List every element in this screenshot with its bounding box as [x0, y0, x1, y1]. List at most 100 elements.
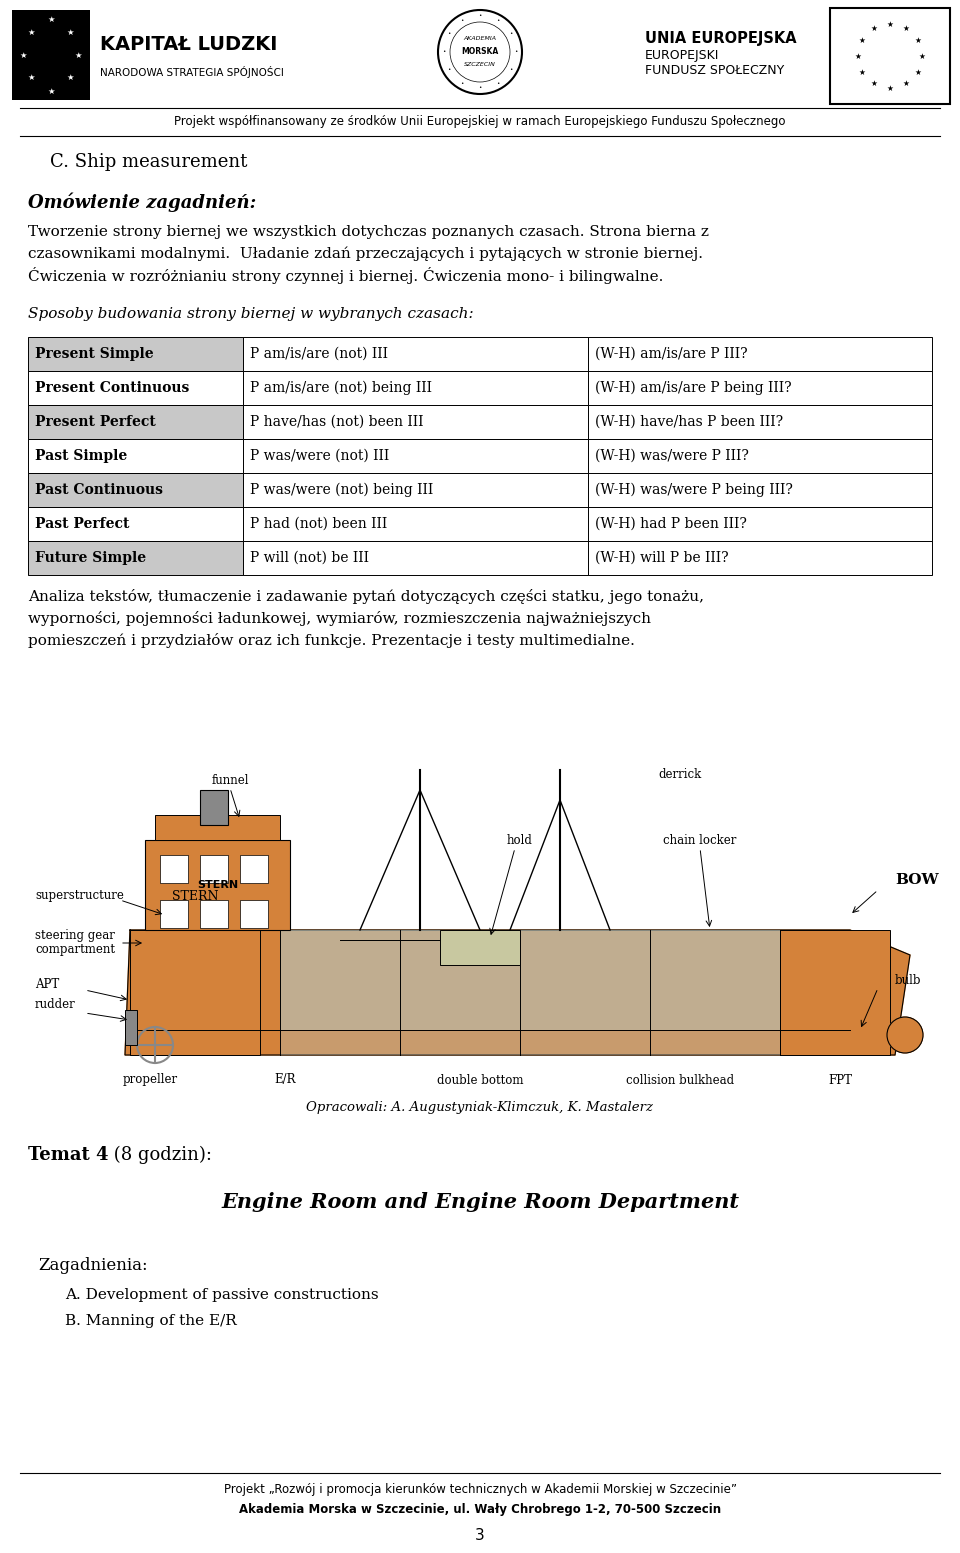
Bar — [588, 439, 932, 474]
Text: Future Simple: Future Simple — [35, 551, 146, 565]
Circle shape — [887, 1017, 923, 1053]
Bar — [243, 337, 588, 371]
Text: Ćwiczenia w rozróżnianiu strony czynnej i biernej. Ćwiczenia mono- i bilingwalne: Ćwiczenia w rozróżnianiu strony czynnej … — [28, 267, 663, 284]
Text: P am/is/are (not) being III: P am/is/are (not) being III — [250, 380, 432, 394]
Text: •: • — [510, 31, 513, 37]
Text: chain locker: chain locker — [663, 834, 736, 846]
Text: steering gear: steering gear — [35, 929, 115, 941]
Bar — [280, 1030, 400, 1054]
Text: KAPITAŁ LUDZKI: KAPITAŁ LUDZKI — [100, 36, 277, 54]
Text: collision bulkhead: collision bulkhead — [626, 1073, 734, 1087]
Text: ★: ★ — [28, 73, 36, 82]
Text: P was/were (not) III: P was/were (not) III — [250, 449, 389, 463]
Text: compartment: compartment — [35, 944, 115, 957]
Text: EUROPEJSKI: EUROPEJSKI — [645, 48, 719, 62]
Bar — [130, 930, 260, 1054]
Text: superstructure: superstructure — [35, 888, 124, 901]
Text: A. Development of passive constructions: A. Development of passive constructions — [65, 1287, 378, 1301]
Text: (W-H) will P be III?: (W-H) will P be III? — [595, 551, 729, 565]
Text: ★: ★ — [75, 51, 82, 59]
Text: funnel: funnel — [211, 773, 249, 786]
Text: •: • — [496, 81, 500, 85]
Text: •: • — [443, 50, 445, 54]
Text: Tworzenie strony biernej we wszystkich dotychczas poznanych czasach. Strona bier: Tworzenie strony biernej we wszystkich d… — [28, 225, 708, 239]
Bar — [160, 856, 188, 884]
Bar — [520, 1030, 650, 1054]
Text: SZCZECIN: SZCZECIN — [464, 62, 496, 67]
Text: BOW: BOW — [895, 873, 939, 887]
Text: ★: ★ — [914, 67, 922, 76]
Text: •: • — [478, 14, 482, 19]
Bar — [243, 506, 588, 540]
Text: Akademia Morska w Szczecinie, ul. Wały Chrobrego 1-2, 70-500 Szczecin: Akademia Morska w Szczecinie, ul. Wały C… — [239, 1503, 721, 1516]
Text: •: • — [447, 67, 450, 73]
Text: ★: ★ — [871, 79, 877, 89]
Bar — [243, 474, 588, 506]
Text: P have/has (not) been III: P have/has (not) been III — [250, 415, 423, 429]
Bar — [160, 901, 188, 929]
Bar — [28, 506, 243, 540]
Bar — [243, 439, 588, 474]
Text: Past Perfect: Past Perfect — [35, 517, 130, 531]
Bar — [520, 930, 650, 1030]
Text: ★: ★ — [859, 67, 866, 76]
Text: Past Continuous: Past Continuous — [35, 483, 163, 497]
Text: ★: ★ — [914, 36, 922, 45]
Bar — [200, 856, 228, 884]
Text: Engine Room and Engine Room Department: Engine Room and Engine Room Department — [221, 1193, 739, 1211]
Text: (8 godzin):: (8 godzin): — [108, 1146, 212, 1165]
Bar — [588, 474, 932, 506]
Bar — [588, 337, 932, 371]
Bar — [200, 790, 228, 825]
Bar — [243, 540, 588, 575]
Text: P was/were (not) being III: P was/were (not) being III — [250, 483, 433, 497]
Text: bulb: bulb — [895, 974, 922, 986]
Text: ★: ★ — [854, 51, 861, 61]
Bar — [155, 815, 280, 840]
Text: •: • — [515, 50, 517, 54]
Text: C. Ship measurement: C. Ship measurement — [50, 154, 248, 171]
Bar — [28, 405, 243, 439]
Bar — [588, 540, 932, 575]
Text: (W-H) am/is/are P III?: (W-H) am/is/are P III? — [595, 346, 748, 360]
Text: AKADEMIA: AKADEMIA — [464, 36, 496, 40]
Text: (W-H) have/has P been III?: (W-H) have/has P been III? — [595, 415, 783, 429]
Bar — [588, 506, 932, 540]
Text: (W-H) had P been III?: (W-H) had P been III? — [595, 517, 747, 531]
Bar — [240, 901, 268, 929]
Text: czasownikami modalnymi.  Uładanie zdań przeczających i pytających w stronie bier: czasownikami modalnymi. Uładanie zdań pr… — [28, 247, 703, 261]
Text: rudder: rudder — [35, 999, 76, 1011]
Text: Analiza tekstów, tłumaczenie i zadawanie pytań dotyczących części statku, jego t: Analiza tekstów, tłumaczenie i zadawanie… — [28, 590, 704, 604]
Text: UNIA EUROPEJSKA: UNIA EUROPEJSKA — [645, 31, 797, 45]
Text: APT: APT — [35, 978, 60, 991]
Bar — [28, 474, 243, 506]
Bar — [440, 930, 520, 964]
Text: ★: ★ — [887, 84, 894, 93]
Bar — [280, 930, 400, 1030]
Text: Present Perfect: Present Perfect — [35, 415, 156, 429]
Text: ★: ★ — [871, 23, 877, 33]
Bar — [28, 337, 243, 371]
Text: E/R: E/R — [275, 1073, 296, 1087]
Bar — [125, 1009, 137, 1045]
Text: ★: ★ — [859, 36, 866, 45]
Text: Projekt współfinansowany ze środków Unii Europejskiej w ramach Europejskiego Fun: Projekt współfinansowany ze środków Unii… — [175, 115, 785, 129]
Text: Sposoby budowania strony biernej w wybranych czasach:: Sposoby budowania strony biernej w wybra… — [28, 307, 473, 321]
Bar — [780, 930, 890, 1054]
Bar — [28, 371, 243, 405]
Text: ★: ★ — [887, 20, 894, 28]
Text: ★: ★ — [919, 51, 925, 61]
Text: derrick: derrick — [659, 769, 702, 781]
Text: ★: ★ — [902, 79, 909, 89]
Bar — [145, 840, 290, 930]
Text: •: • — [460, 81, 464, 85]
Text: Past Simple: Past Simple — [35, 449, 128, 463]
Text: •: • — [510, 67, 513, 73]
Text: Opracowali: A. Augustyniak-Klimczuk, K. Mastalerz: Opracowali: A. Augustyniak-Klimczuk, K. … — [306, 1101, 654, 1115]
Text: ★: ★ — [67, 73, 74, 82]
Text: (W-H) was/were P being III?: (W-H) was/were P being III? — [595, 483, 793, 497]
Text: B. Manning of the E/R: B. Manning of the E/R — [65, 1314, 237, 1328]
Text: Projekt „Rozwój i promocja kierunków technicznych w Akademii Morskiej w Szczecin: Projekt „Rozwój i promocja kierunków tec… — [224, 1483, 736, 1497]
Text: MORSKA: MORSKA — [462, 48, 498, 56]
Text: STERN: STERN — [172, 890, 218, 904]
